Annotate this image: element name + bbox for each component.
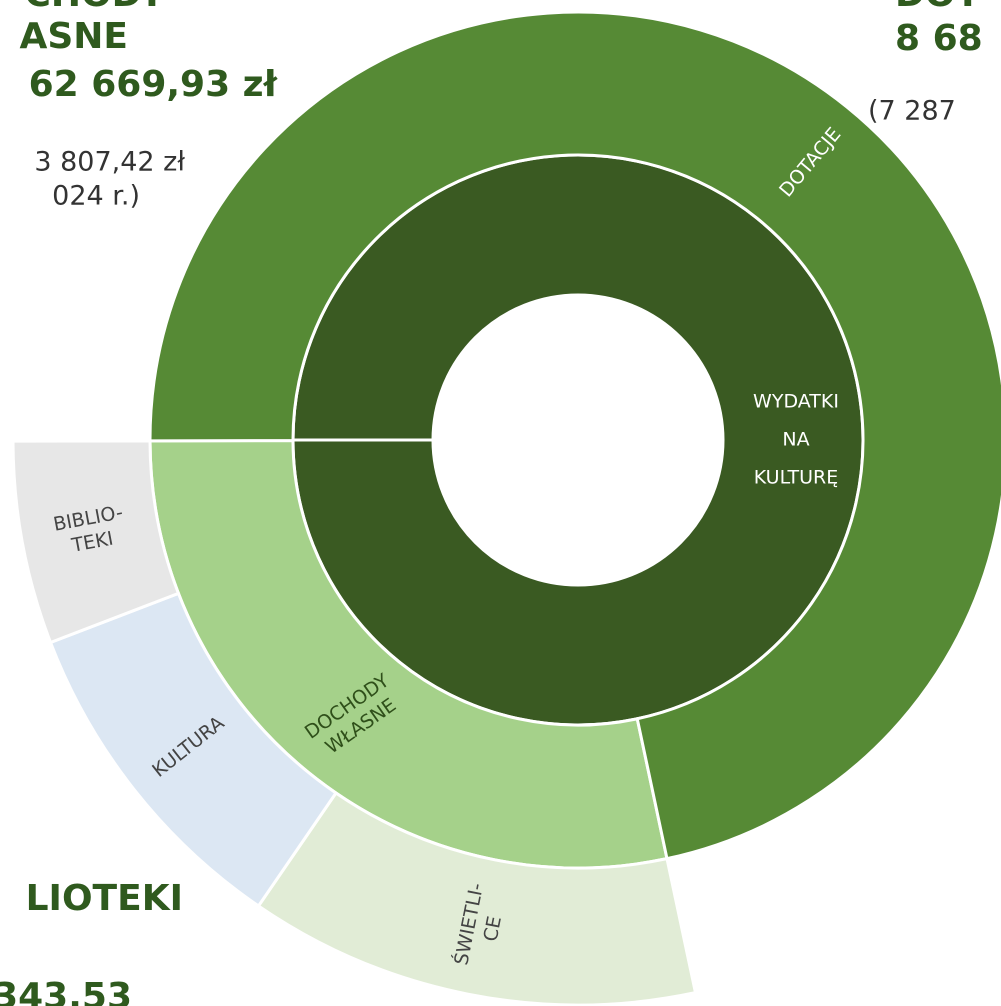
annotation: LIOTEKI <box>26 878 183 919</box>
center-label: KULTURĘ <box>754 467 839 489</box>
annotation: 3 807,42 zł <box>34 147 185 178</box>
segment <box>11 439 181 645</box>
annotation: ASNE <box>19 16 128 57</box>
center-label: WYDATKI <box>753 391 839 413</box>
segment-label: CE <box>480 914 506 943</box>
segment <box>148 10 1001 861</box>
annotation: CHODY <box>25 0 166 15</box>
annotation: 62 669,93 zł <box>29 64 279 105</box>
annotation: 343,53 <box>0 976 132 1006</box>
sunburst: WYDATKINAKULTURĘDOCHODYWŁASNEDOTACJEŚWIE… <box>11 10 1001 1006</box>
annotation: 024 r.) <box>52 181 140 212</box>
center-label: NA <box>782 429 809 451</box>
annotation: 8 68 <box>895 18 983 59</box>
annotation: DOT <box>895 0 980 15</box>
annotation: (7 287 <box>868 96 956 127</box>
